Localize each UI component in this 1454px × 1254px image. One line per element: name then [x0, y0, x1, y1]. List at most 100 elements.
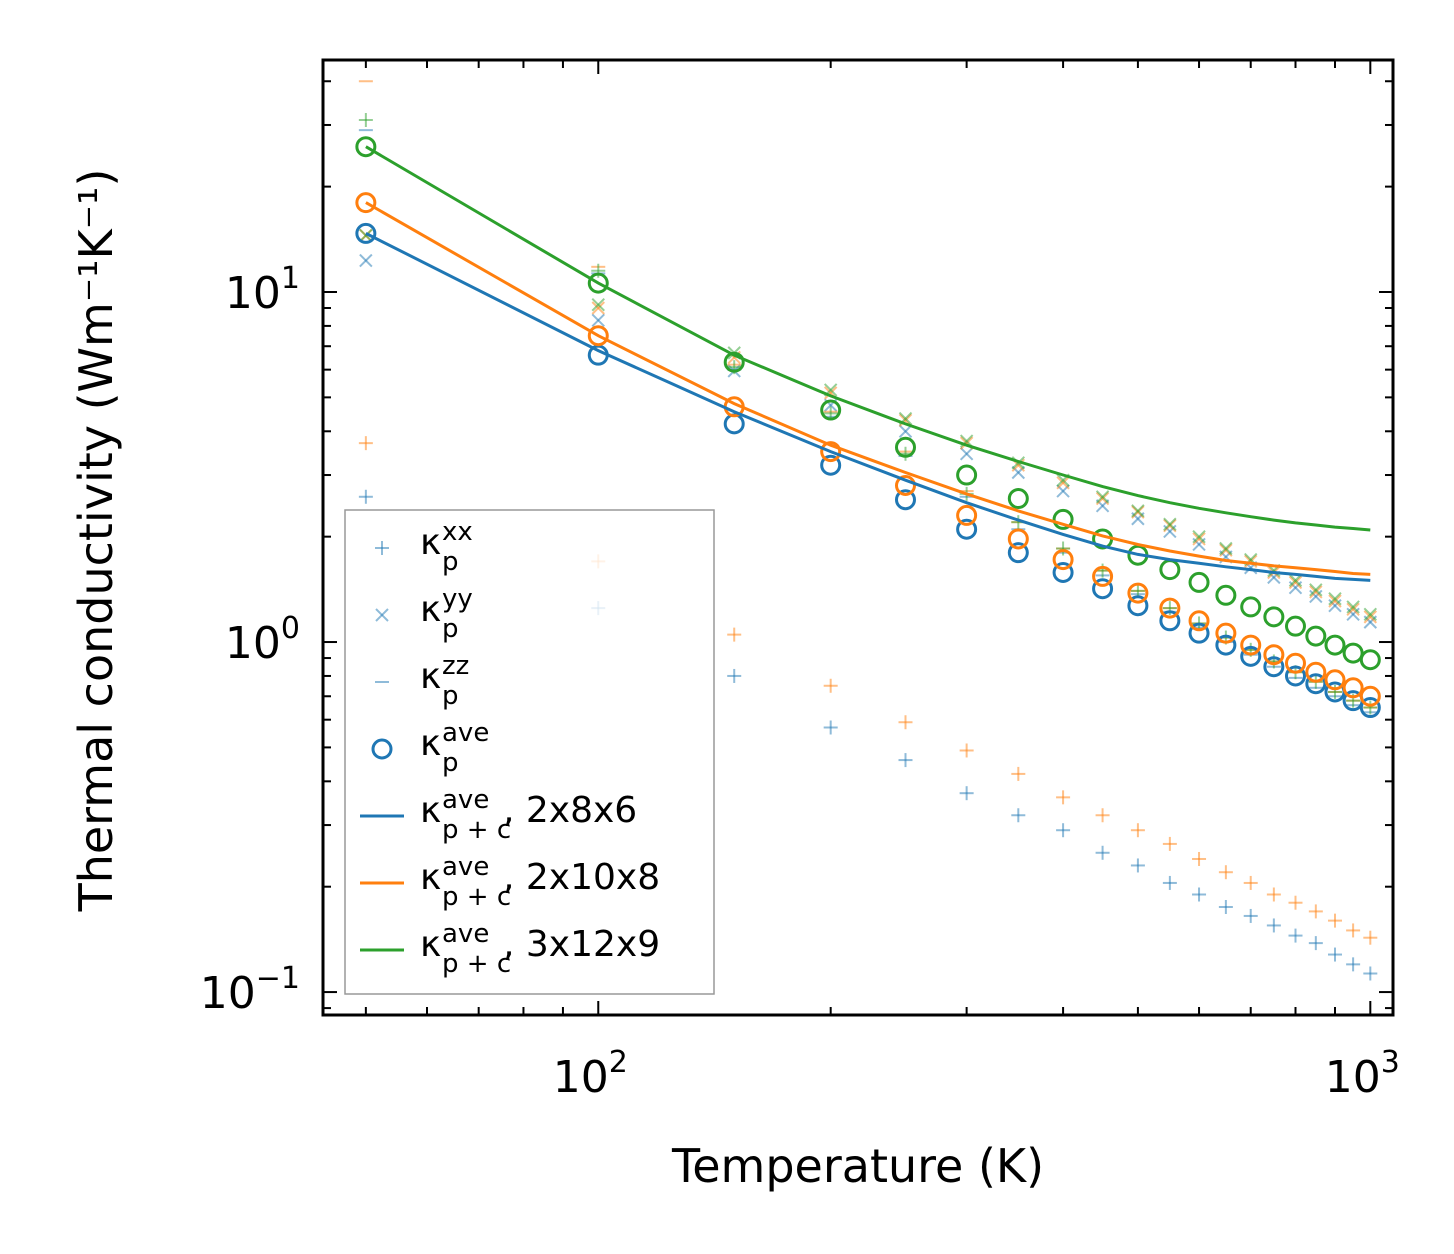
legend-entry-5-sub: p + c — [442, 882, 511, 912]
series-8-point-3 — [820, 454, 842, 476]
series-1-point-15 — [1288, 895, 1303, 910]
series-9-point-18-ring — [1342, 677, 1364, 699]
series-1-point-16 — [1308, 904, 1323, 919]
y-tick-label-exp-1: 0 — [281, 611, 300, 646]
series-1-point-5 — [959, 743, 974, 758]
series-2-point-4 — [898, 424, 913, 438]
series-10-point-18-ring — [1342, 642, 1364, 664]
legend-entry-3-sub: p — [442, 748, 459, 778]
series-1-point-13 — [1243, 875, 1258, 890]
series-0-point-0 — [358, 489, 373, 504]
series-9-point-16 — [1305, 661, 1327, 683]
series-9-point-7 — [1052, 549, 1074, 571]
series-9-point-9 — [1127, 582, 1149, 604]
series-3-point-5-d2 — [959, 436, 974, 450]
legend-entry-4-suffix: , 2x8x6 — [503, 790, 637, 831]
series-0-point-4 — [898, 753, 913, 768]
series-4-point-0 — [359, 228, 373, 243]
series-0-point-12 — [1218, 899, 1233, 914]
y-tick-label-exp-2: 1 — [281, 261, 300, 296]
series-9-point-15 — [1284, 652, 1306, 674]
series-10-point-3 — [820, 399, 842, 421]
series-0-point-2 — [727, 668, 742, 683]
legend-entry-4-symbol: κ — [420, 790, 441, 831]
series-3-point-18-d2 — [1346, 602, 1360, 617]
series-2-point-0-d2 — [359, 253, 373, 268]
series-2-point-5-d2 — [959, 447, 974, 461]
series-8-point-3-ring — [820, 454, 842, 476]
legend-entry-1-swatch — [375, 608, 389, 622]
series-9-point-5-ring — [956, 504, 978, 526]
series-8-point-12-ring — [1215, 634, 1237, 656]
series-8-point-5-ring — [956, 518, 978, 540]
series-0-point-5 — [959, 786, 974, 801]
x-tick-label-0: 102 — [553, 1045, 628, 1103]
series-1-point-3 — [823, 678, 838, 693]
series-9-point-19-ring — [1359, 685, 1381, 707]
series-10-point-1 — [587, 272, 609, 294]
series-9-point-5 — [956, 504, 978, 526]
series-4-point-0-d2 — [359, 228, 373, 243]
series-1-point-9 — [1130, 823, 1145, 838]
series-8-point-16-ring — [1305, 673, 1327, 695]
series-1-point-11 — [1192, 851, 1207, 866]
legend-entry-3-swatch-ring — [371, 738, 393, 760]
series-9-point-16-ring — [1305, 661, 1327, 683]
y-axis-label: Thermal conductivity (Wm⁻¹K⁻¹) — [69, 169, 123, 913]
series-4-point-9-d2 — [1131, 504, 1145, 518]
legend-entry-0-label: κxx p — [420, 517, 473, 577]
series-3-point-16-d2 — [1309, 585, 1323, 599]
series-10-point-14 — [1263, 606, 1285, 628]
series-8-point-14-ring — [1263, 656, 1285, 678]
series-8-point-13 — [1240, 645, 1262, 667]
series-4-point-1 — [591, 297, 605, 312]
series-3-point-3-d2 — [823, 386, 838, 400]
series-4-point-10-d2 — [1163, 517, 1177, 531]
series-3-point-7-d2 — [1056, 476, 1070, 490]
legend-entry-0-sub: p — [442, 547, 459, 577]
legend-entry-3: κave p — [371, 718, 489, 778]
series-9-point-14-ring — [1263, 644, 1285, 666]
series-10-point-12-ring — [1215, 584, 1237, 606]
series-1-point-4 — [898, 715, 913, 730]
legend-entry-0-sup: xx — [442, 517, 473, 547]
legend-entry-3-symbol: κ — [420, 723, 441, 764]
series-0-point-18 — [1346, 957, 1361, 972]
series-8-point-11 — [1188, 622, 1210, 644]
series-10-point-5-ring — [956, 464, 978, 486]
series-10-point-16-ring — [1305, 625, 1327, 647]
series-9-point-0 — [355, 192, 377, 214]
series-0 — [358, 489, 1378, 981]
series-8-point-10-ring — [1159, 610, 1181, 632]
legend-box — [344, 509, 715, 995]
series-8-point-15-ring — [1284, 665, 1306, 687]
series-9-point-13-ring — [1240, 634, 1262, 656]
series-8-point-15 — [1284, 665, 1306, 687]
series-9-point-8 — [1092, 565, 1114, 587]
series-0-point-13 — [1243, 908, 1258, 923]
series-10-point-11 — [1188, 571, 1210, 593]
series-9-point-4 — [894, 475, 916, 497]
series-2-point-5 — [959, 447, 974, 461]
legend-entry-4-sub: p + c — [442, 815, 511, 845]
series-4-point-9 — [1131, 504, 1145, 518]
series-4-point-10 — [1163, 517, 1177, 531]
series-8-point-10 — [1159, 610, 1181, 632]
series-8-point-9-ring — [1127, 595, 1149, 617]
series-4-point-12 — [1219, 541, 1233, 556]
series-9-point-11-ring — [1188, 610, 1210, 632]
legend-entry-3-sup: ave — [442, 718, 489, 748]
series-10-point-3-ring — [820, 399, 842, 421]
series-9-point-17 — [1324, 669, 1346, 691]
series-9-point-1 — [587, 325, 609, 347]
series-1-point-18 — [1346, 923, 1361, 938]
series-7-point-7 — [1056, 541, 1071, 556]
series-9-point-12-ring — [1215, 622, 1237, 644]
legend-entry-2-label: κzz p — [420, 651, 469, 711]
legend-entry-5: κave p + c, 2x10x8 — [360, 852, 660, 912]
series-0-point-9 — [1130, 858, 1145, 873]
series-9-point-9-ring — [1127, 582, 1149, 604]
